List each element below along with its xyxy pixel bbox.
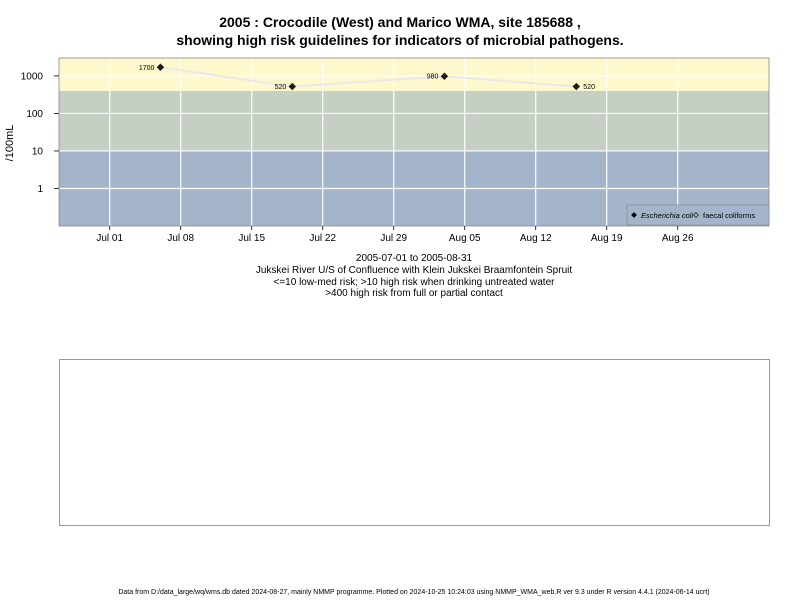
x-tick-label-1: Jul 08 [167, 233, 194, 244]
legend-marker-0 [631, 212, 637, 218]
x-tick-label-8: Aug 26 [662, 233, 694, 244]
legend: Escherichia coli faecal coliforms [626, 204, 770, 226]
x-tick-label-5: Aug 05 [449, 233, 481, 244]
guideline-low-risk-text: <=10 low-med risk; >10 high risk when dr… [273, 277, 555, 288]
risk-band-2 [59, 58, 769, 91]
x-tick-label-4: Jul 29 [380, 233, 407, 244]
empty-plot-panel [59, 359, 770, 526]
y-axis-label: /100mL [4, 125, 16, 162]
chart-title-line-1: 2005 : Crocodile (West) and Marico WMA, … [219, 14, 581, 30]
time-series-chart: 1 10 100 1000 Jul 01 Jul 08 Jul 15 Jul 22 Jul 2… [4, 57, 770, 244]
y-tick-label-0: 1 [37, 184, 43, 195]
data-point-0-2 [440, 72, 449, 80]
x-tick-label-6: Aug 12 [520, 233, 552, 244]
risk-band-1 [59, 90, 769, 151]
x-tick-label-3: Jul 22 [309, 233, 336, 244]
y-tick-label-3: 1000 [21, 71, 44, 82]
risk-bands [59, 58, 769, 226]
x-tick-label-7: Aug 19 [591, 233, 623, 244]
legend-label-1: faecal coliforms [703, 211, 755, 220]
data-label-0-1: 520 [275, 84, 287, 91]
y-axis: 1 10 100 1000 [21, 71, 59, 195]
guideline-high-risk-text: >400 high risk from full or partial cont… [325, 288, 503, 299]
date-range-text: 2005-07-01 to 2005-08-31 [355, 253, 473, 264]
data-label-0-3: 520 [583, 84, 595, 91]
x-tick-label-0: Jul 01 [96, 233, 123, 244]
grid-lines [59, 58, 769, 226]
data-series: 1700 520 980 520 [139, 63, 595, 91]
legend-marker-1 [693, 212, 699, 218]
y-tick-label-1: 10 [32, 146, 44, 157]
x-tick-label-2: Jul 15 [238, 233, 265, 244]
data-label-0-2: 980 [427, 74, 439, 81]
footer-note: Data from D:/data_large/wq/wms.db dated … [118, 589, 710, 596]
plot-frame [58, 57, 770, 227]
site-description: Jukskei River U/S of Confluence with Kle… [255, 265, 573, 276]
data-point-0-0 [156, 63, 165, 71]
chart-title-line-2: showing high risk guidelines for indicat… [176, 32, 624, 48]
legend-label-0: Escherichia coli [641, 211, 693, 220]
y-tick-label-2: 100 [26, 109, 43, 120]
data-label-0-0: 1700 [139, 65, 155, 72]
x-axis: Jul 01 Jul 08 Jul 15 Jul 22 Jul 29 Aug 05 Aug … [96, 226, 694, 244]
data-point-0-3 [572, 82, 581, 91]
series-line-0 [160, 66, 577, 88]
data-point-0-1 [288, 82, 297, 91]
